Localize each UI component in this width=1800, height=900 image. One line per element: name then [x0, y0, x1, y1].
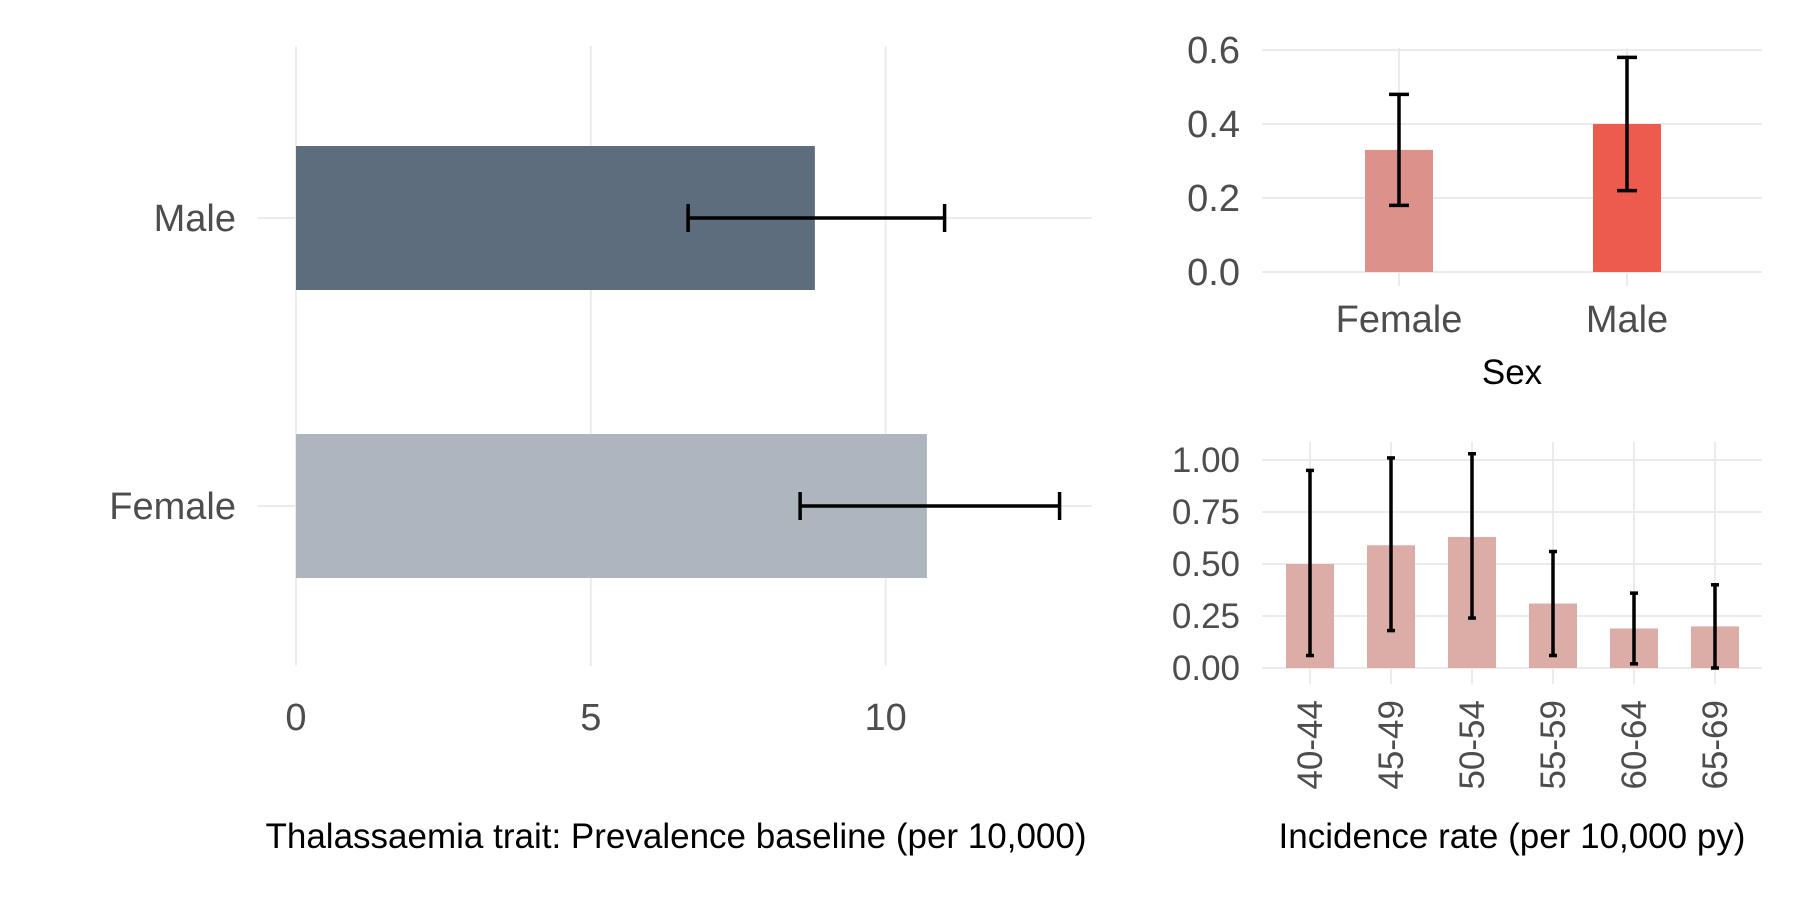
prevalence-panel: 0 5 10 Male Female Thalassaemia trait: Preval… [109, 46, 1092, 856]
incidence-age-panel: 0.00 0.25 0.50 0.75 1.00 40-44 45-49 50-54 55-59… [1172, 441, 1762, 856]
x-tick-label-60-64: 60-64 [1615, 700, 1654, 790]
x-tick-label-50-54: 50-54 [1453, 700, 1492, 790]
y-tick-label: 0.0 [1187, 252, 1240, 294]
x-tick-label: 5 [580, 697, 601, 739]
x-tick-label: 10 [864, 697, 906, 739]
x-tick-label-male: Male [1586, 299, 1668, 341]
x-axis-title: Thalassaemia trait: Prevalence baseline … [266, 817, 1087, 856]
x-tick-label: 0 [285, 697, 306, 739]
y-tick-label: 0.75 [1172, 493, 1240, 532]
x-tick-label-female: Female [1336, 299, 1463, 341]
x-axis-title: Incidence rate (per 10,000 py) [1279, 817, 1746, 856]
x-tick-label-65-69: 65-69 [1696, 700, 1735, 790]
y-tick-label: 1.00 [1172, 441, 1240, 480]
y-tick-label: 0.00 [1172, 649, 1240, 688]
x-tick-label-55-59: 55-59 [1534, 700, 1573, 790]
y-tick-label-male: Male [154, 198, 236, 240]
y-tick-label: 0.25 [1172, 597, 1240, 636]
y-tick-label-female: Female [109, 486, 236, 528]
y-tick-label: 0.2 [1187, 178, 1240, 220]
y-tick-label: 0.50 [1172, 545, 1240, 584]
x-tick-label-45-49: 45-49 [1372, 700, 1411, 790]
x-tick-label-40-44: 40-44 [1291, 700, 1330, 790]
y-tick-label: 0.6 [1187, 30, 1240, 72]
x-axis-title: Sex [1482, 353, 1543, 392]
incidence-sex-panel: 0.0 0.2 0.4 0.6 Female Male Sex [1187, 30, 1762, 392]
y-tick-label: 0.4 [1187, 104, 1240, 146]
